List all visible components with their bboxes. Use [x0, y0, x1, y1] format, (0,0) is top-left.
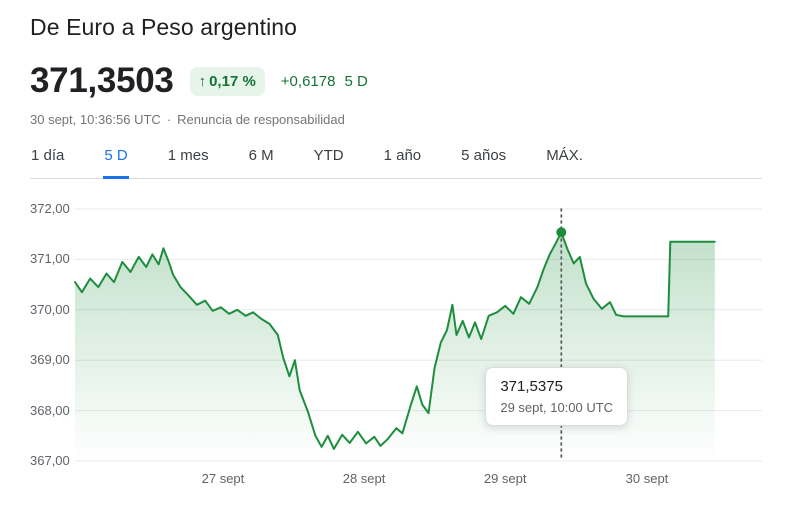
y-axis-label: 368,00	[30, 402, 70, 418]
y-axis-label: 370,00	[30, 301, 70, 317]
google-finance-quote-page: De Euro a Peso argentino 371,3503 ↑ 0,17…	[0, 14, 800, 495]
tab-1y[interactable]: 1 año	[383, 141, 423, 179]
tab-5y[interactable]: 5 años	[460, 141, 507, 179]
change-absolute: +0,6178	[280, 72, 336, 90]
tooltip-time: 29 sept, 10:00 UTC	[500, 400, 614, 415]
change-absolute-group: +0,6178 5 D	[281, 73, 368, 90]
range-tabs: 1 día 5 D 1 mes 6 M YTD 1 año 5 años MÁX.	[30, 141, 762, 179]
tab-max[interactable]: MÁX.	[545, 141, 584, 179]
x-axis-label: 28 sept	[342, 471, 386, 486]
price-line	[74, 231, 716, 450]
y-axis-label: 369,00	[30, 352, 70, 368]
disclaimer-link[interactable]: Renuncia de responsabilidad	[177, 112, 345, 127]
timestamp-line: 30 sept, 10:36:56 UTC · Renuncia de resp…	[30, 112, 770, 127]
tab-ytd[interactable]: YTD	[313, 141, 345, 179]
current-price: 371,3503	[30, 61, 174, 100]
change-percent: 0,17 %	[209, 72, 256, 90]
price-chart: 371,5375 29 sept, 10:00 UTC 372,00 371,00…	[30, 195, 762, 495]
y-axis-label: 367,00	[30, 453, 70, 468]
x-axis-label: 27 sept	[201, 471, 245, 486]
dot-separator: ·	[166, 112, 172, 127]
quote-timestamp: 30 sept, 10:36:56 UTC	[30, 112, 161, 127]
price-row: 371,3503 ↑ 0,17 % +0,6178 5 D	[30, 61, 770, 101]
tab-1d[interactable]: 1 día	[30, 141, 65, 179]
arrow-up-icon: ↑	[198, 72, 207, 90]
change-period: 5 D	[344, 72, 368, 90]
page-title: De Euro a Peso argentino	[30, 14, 298, 40]
tab-1m[interactable]: 1 mes	[167, 141, 210, 179]
selected-point-marker	[556, 227, 567, 238]
tab-5d[interactable]: 5 D	[103, 141, 129, 179]
price-chart-svg[interactable]	[30, 195, 762, 463]
x-axis-label: 29 sept	[483, 471, 527, 486]
tooltip-value: 371,5375	[500, 378, 563, 395]
x-axis-label: 30 sept	[625, 471, 669, 486]
y-axis-label: 371,00	[30, 251, 70, 267]
chart-tooltip: 371,5375 29 sept, 10:00 UTC	[485, 367, 629, 426]
change-percent-badge: ↑ 0,17 %	[189, 66, 265, 96]
y-axis-label: 372,00	[30, 201, 70, 216]
tab-6m[interactable]: 6 M	[248, 141, 275, 179]
